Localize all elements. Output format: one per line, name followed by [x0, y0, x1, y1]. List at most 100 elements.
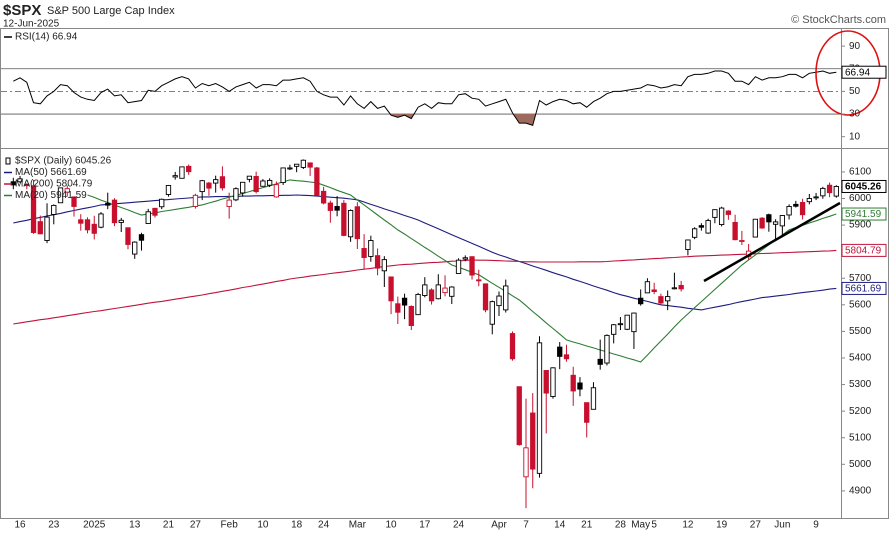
- candle-body: [320, 190, 327, 204]
- candle-body: [347, 210, 354, 238]
- candle-body: [354, 206, 360, 240]
- candle-body: [37, 221, 43, 235]
- moving-average: [87, 179, 837, 363]
- candle-body: [260, 180, 266, 187]
- candle-body: [334, 206, 340, 211]
- candle-body: [604, 334, 610, 364]
- candle-body: [671, 287, 678, 290]
- candle-body: [691, 228, 698, 238]
- candle-body: [496, 295, 502, 307]
- candle-body: [273, 184, 280, 198]
- y-tick-label: 5100: [849, 432, 872, 443]
- x-tick-label: Apr: [491, 520, 507, 531]
- candle-body: [530, 412, 536, 470]
- y-tick-label: 50: [849, 86, 861, 97]
- x-tick-label: 19: [716, 520, 728, 531]
- x-tick-label: 13: [129, 520, 141, 531]
- candle-body: [341, 202, 347, 236]
- candle-body: [449, 286, 455, 297]
- date: 12-Jun-2025: [3, 19, 60, 30]
- candle-body: [503, 285, 509, 311]
- candle-body: [246, 175, 253, 180]
- y-tick-label: 5600: [849, 299, 872, 310]
- credit: © StockCharts.com: [791, 14, 886, 26]
- x-tick-label: 17: [419, 520, 431, 531]
- candle-body: [482, 283, 489, 311]
- candle-body: [287, 167, 293, 170]
- candle-body: [813, 196, 819, 199]
- candle-body: [806, 198, 812, 203]
- candle-body: [428, 289, 435, 302]
- candle-body: [159, 198, 165, 208]
- candle-body: [314, 167, 320, 196]
- candle-body: [125, 227, 131, 245]
- candle-body: [455, 259, 462, 274]
- candle-body: [30, 185, 37, 233]
- candle-body: [253, 175, 259, 193]
- candle-body: [213, 179, 219, 184]
- value-box: [841, 179, 887, 193]
- candle-body: [118, 219, 124, 223]
- candle-body: [469, 256, 475, 276]
- candle-body: [536, 342, 543, 474]
- x-tick-label: 10: [257, 520, 269, 531]
- candle-body: [793, 203, 799, 207]
- rsi-line: [13, 70, 837, 127]
- candle-body: [779, 215, 785, 227]
- candle-body: [327, 202, 334, 211]
- x-tick-label: 27: [190, 520, 202, 531]
- moving-average: [13, 194, 837, 311]
- candle-body: [718, 207, 725, 226]
- candle-body: [186, 165, 192, 173]
- candle-body: [712, 209, 718, 218]
- x-tick-label: Feb: [221, 520, 239, 531]
- x-tick-label: 12: [682, 520, 694, 531]
- legend-label: RSI(14) 66.94: [15, 32, 78, 43]
- candle-body: [24, 184, 30, 187]
- candle-body: [98, 213, 104, 228]
- x-tick-label: 14: [554, 520, 566, 531]
- candle-body: [226, 199, 232, 207]
- value-box: [841, 65, 887, 79]
- candle-body: [374, 255, 381, 269]
- x-tick-label: 24: [453, 520, 465, 531]
- candle-body: [307, 162, 313, 168]
- candle-body: [577, 382, 583, 390]
- x-tick-label: Mar: [349, 520, 367, 531]
- moving-average: [13, 249, 837, 325]
- candle-body: [138, 234, 145, 241]
- value-box: [841, 281, 887, 295]
- candle-body: [408, 305, 414, 327]
- x-tick-label: 9: [813, 520, 819, 531]
- candle-body: [78, 219, 84, 224]
- candle-body: [300, 159, 307, 168]
- candle-body: [685, 239, 691, 250]
- y-tick-label: 5300: [849, 379, 872, 390]
- y-tick-label: 5200: [849, 406, 872, 417]
- value-box-label: 5661.69: [845, 284, 882, 295]
- candle-body: [64, 188, 70, 193]
- candle-body: [206, 182, 212, 189]
- candle-body: [71, 196, 77, 207]
- candle-body: [199, 180, 205, 193]
- candle-body: [57, 187, 64, 204]
- candle-body: [617, 323, 624, 326]
- x-tick-label: 24: [318, 520, 330, 531]
- y-tick-label: 90: [849, 41, 861, 52]
- candle-body: [550, 367, 556, 397]
- candle-body: [516, 386, 522, 446]
- y-tick-label: 5700: [849, 273, 872, 284]
- candle-body: [44, 216, 50, 241]
- candle-body: [509, 333, 516, 360]
- x-tick-label: 28: [615, 520, 627, 531]
- candle-body: [145, 211, 151, 224]
- x-tick-label: 23: [48, 520, 60, 531]
- candle-body: [523, 447, 529, 478]
- candle-body: [651, 289, 657, 292]
- candle-body: [759, 217, 765, 229]
- candle-body: [698, 225, 705, 228]
- legend-label: $SPX (Daily) 6045.26: [15, 156, 112, 167]
- candle-body: [17, 178, 23, 183]
- y-tick-label: 4900: [849, 486, 872, 497]
